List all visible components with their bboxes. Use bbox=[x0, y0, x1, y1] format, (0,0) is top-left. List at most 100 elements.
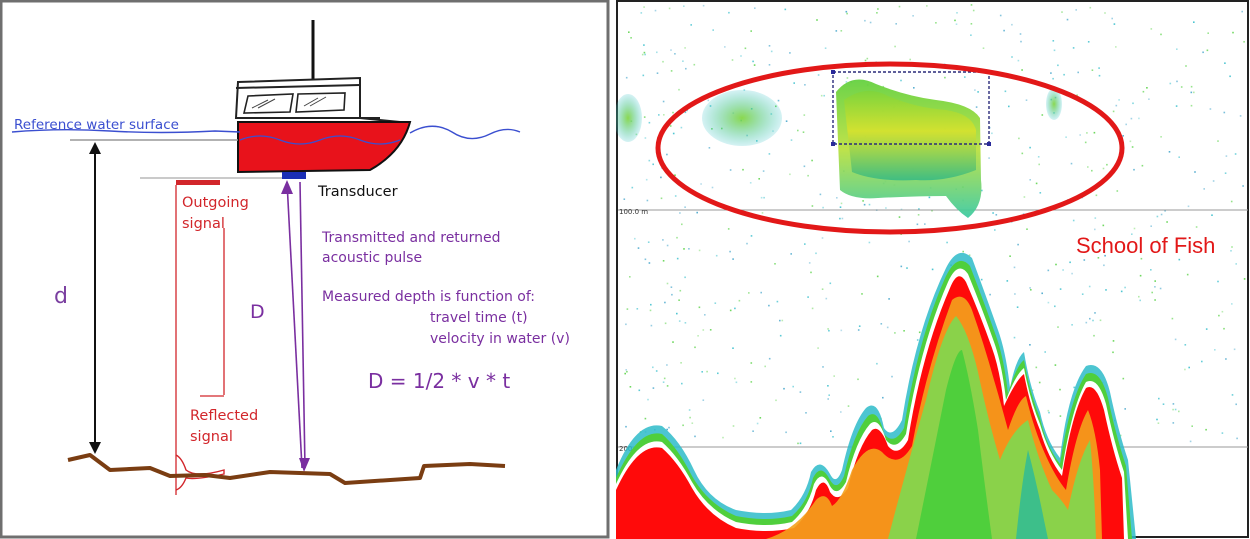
noise-speckle bbox=[674, 174, 676, 176]
noise-speckle bbox=[634, 237, 636, 240]
noise-speckle bbox=[924, 223, 926, 225]
noise-speckle bbox=[1039, 192, 1042, 194]
noise-speckle bbox=[836, 197, 838, 199]
noise-speckle bbox=[648, 262, 651, 264]
noise-speckle bbox=[862, 200, 864, 202]
noise-speckle bbox=[834, 142, 836, 144]
noise-speckle bbox=[1089, 6, 1092, 9]
noise-speckle bbox=[841, 217, 844, 220]
noise-speckle bbox=[1004, 90, 1007, 93]
noise-speckle bbox=[840, 202, 843, 205]
noise-speckle bbox=[839, 217, 841, 220]
noise-speckle bbox=[1178, 258, 1181, 261]
noise-speckle bbox=[882, 396, 884, 399]
noise-speckle bbox=[1111, 17, 1113, 20]
noise-speckle bbox=[652, 163, 654, 166]
noise-speckle bbox=[1041, 114, 1044, 116]
noise-speckle bbox=[1086, 132, 1088, 134]
noise-speckle bbox=[1207, 32, 1209, 34]
selection-handle-br[interactable] bbox=[987, 142, 991, 146]
noise-speckle bbox=[1157, 422, 1160, 424]
noise-speckle bbox=[999, 14, 1002, 17]
noise-speckle bbox=[1176, 48, 1178, 50]
noise-speckle bbox=[1232, 31, 1234, 34]
noise-speckle bbox=[866, 57, 869, 60]
noise-speckle bbox=[1106, 163, 1108, 166]
noise-speckle bbox=[828, 394, 830, 396]
noise-speckle bbox=[682, 424, 684, 427]
noise-speckle bbox=[734, 377, 736, 380]
selection-handle-tl[interactable] bbox=[831, 70, 835, 74]
noise-speckle bbox=[975, 106, 978, 108]
noise-speckle bbox=[732, 258, 734, 260]
noise-speckle bbox=[1054, 305, 1056, 308]
noise-speckle bbox=[1118, 99, 1120, 101]
noise-speckle bbox=[643, 6, 645, 8]
noise-speckle bbox=[1160, 213, 1163, 216]
noise-speckle bbox=[1195, 226, 1198, 228]
selection-handle-bl[interactable] bbox=[831, 142, 835, 146]
noise-speckle bbox=[1214, 349, 1216, 351]
noise-speckle bbox=[1102, 167, 1105, 170]
fish-patch-right bbox=[1046, 88, 1062, 120]
noise-speckle bbox=[1193, 21, 1195, 23]
noise-speckle bbox=[646, 199, 649, 202]
seabed-echo bbox=[616, 252, 1136, 539]
noise-speckle bbox=[912, 15, 914, 17]
noise-speckle bbox=[891, 375, 893, 378]
noise-speckle bbox=[1148, 98, 1150, 100]
noise-speckle bbox=[1239, 115, 1242, 117]
noise-speckle bbox=[1031, 389, 1034, 392]
noise-speckle bbox=[1079, 134, 1081, 136]
noise-speckle bbox=[1122, 377, 1125, 380]
fish-patch-left bbox=[702, 90, 782, 146]
noise-speckle bbox=[1115, 46, 1117, 48]
noise-speckle bbox=[1091, 69, 1094, 71]
noise-speckle bbox=[1231, 394, 1234, 396]
noise-speckle bbox=[1187, 205, 1190, 208]
diagram-canvas: Reference water surface d Outgoing signa… bbox=[0, 0, 610, 539]
boat-hull bbox=[237, 121, 412, 174]
noise-speckle bbox=[802, 131, 805, 133]
noise-speckle bbox=[1124, 408, 1126, 410]
noise-speckle bbox=[1029, 344, 1031, 346]
noise-speckle bbox=[768, 45, 771, 47]
noise-speckle bbox=[738, 299, 741, 302]
noise-speckle bbox=[1190, 85, 1193, 88]
noise-speckle bbox=[823, 94, 825, 97]
noise-speckle bbox=[623, 198, 626, 200]
noise-speckle bbox=[876, 275, 879, 278]
noise-speckle bbox=[935, 22, 937, 24]
noise-speckle bbox=[663, 114, 665, 116]
noise-speckle bbox=[1180, 86, 1183, 88]
noise-speckle bbox=[807, 174, 809, 177]
D-label: D bbox=[250, 301, 265, 323]
noise-speckle bbox=[1069, 261, 1071, 264]
noise-speckle bbox=[1130, 117, 1133, 120]
noise-speckle bbox=[1008, 105, 1010, 108]
selection-box[interactable] bbox=[832, 71, 990, 145]
noise-speckle bbox=[1225, 358, 1227, 360]
noise-speckle bbox=[1098, 74, 1101, 77]
noise-speckle bbox=[662, 60, 664, 63]
noise-speckle bbox=[668, 7, 671, 10]
noise-speckle bbox=[793, 82, 795, 84]
outgoing-label-line1: Outgoing bbox=[182, 195, 249, 211]
noise-speckle bbox=[988, 157, 990, 159]
noise-speckle bbox=[1047, 269, 1050, 272]
noise-speckle bbox=[931, 268, 934, 271]
noise-speckle bbox=[683, 248, 685, 250]
depth-formula: D = 1/2 * v * t bbox=[368, 369, 510, 393]
noise-speckle bbox=[630, 37, 632, 39]
noise-speckle bbox=[1131, 146, 1134, 148]
noise-speckle bbox=[1023, 196, 1026, 198]
noise-speckle bbox=[799, 391, 802, 393]
noise-speckle bbox=[789, 173, 791, 176]
noise-speckle bbox=[783, 387, 785, 390]
noise-speckle bbox=[777, 99, 780, 102]
noise-speckle bbox=[748, 292, 750, 294]
echo-sounder-diagram: Reference water surface d Outgoing signa… bbox=[0, 0, 610, 539]
noise-speckle bbox=[735, 381, 738, 384]
noise-speckle bbox=[1176, 80, 1178, 83]
noise-speckle bbox=[1112, 110, 1115, 113]
